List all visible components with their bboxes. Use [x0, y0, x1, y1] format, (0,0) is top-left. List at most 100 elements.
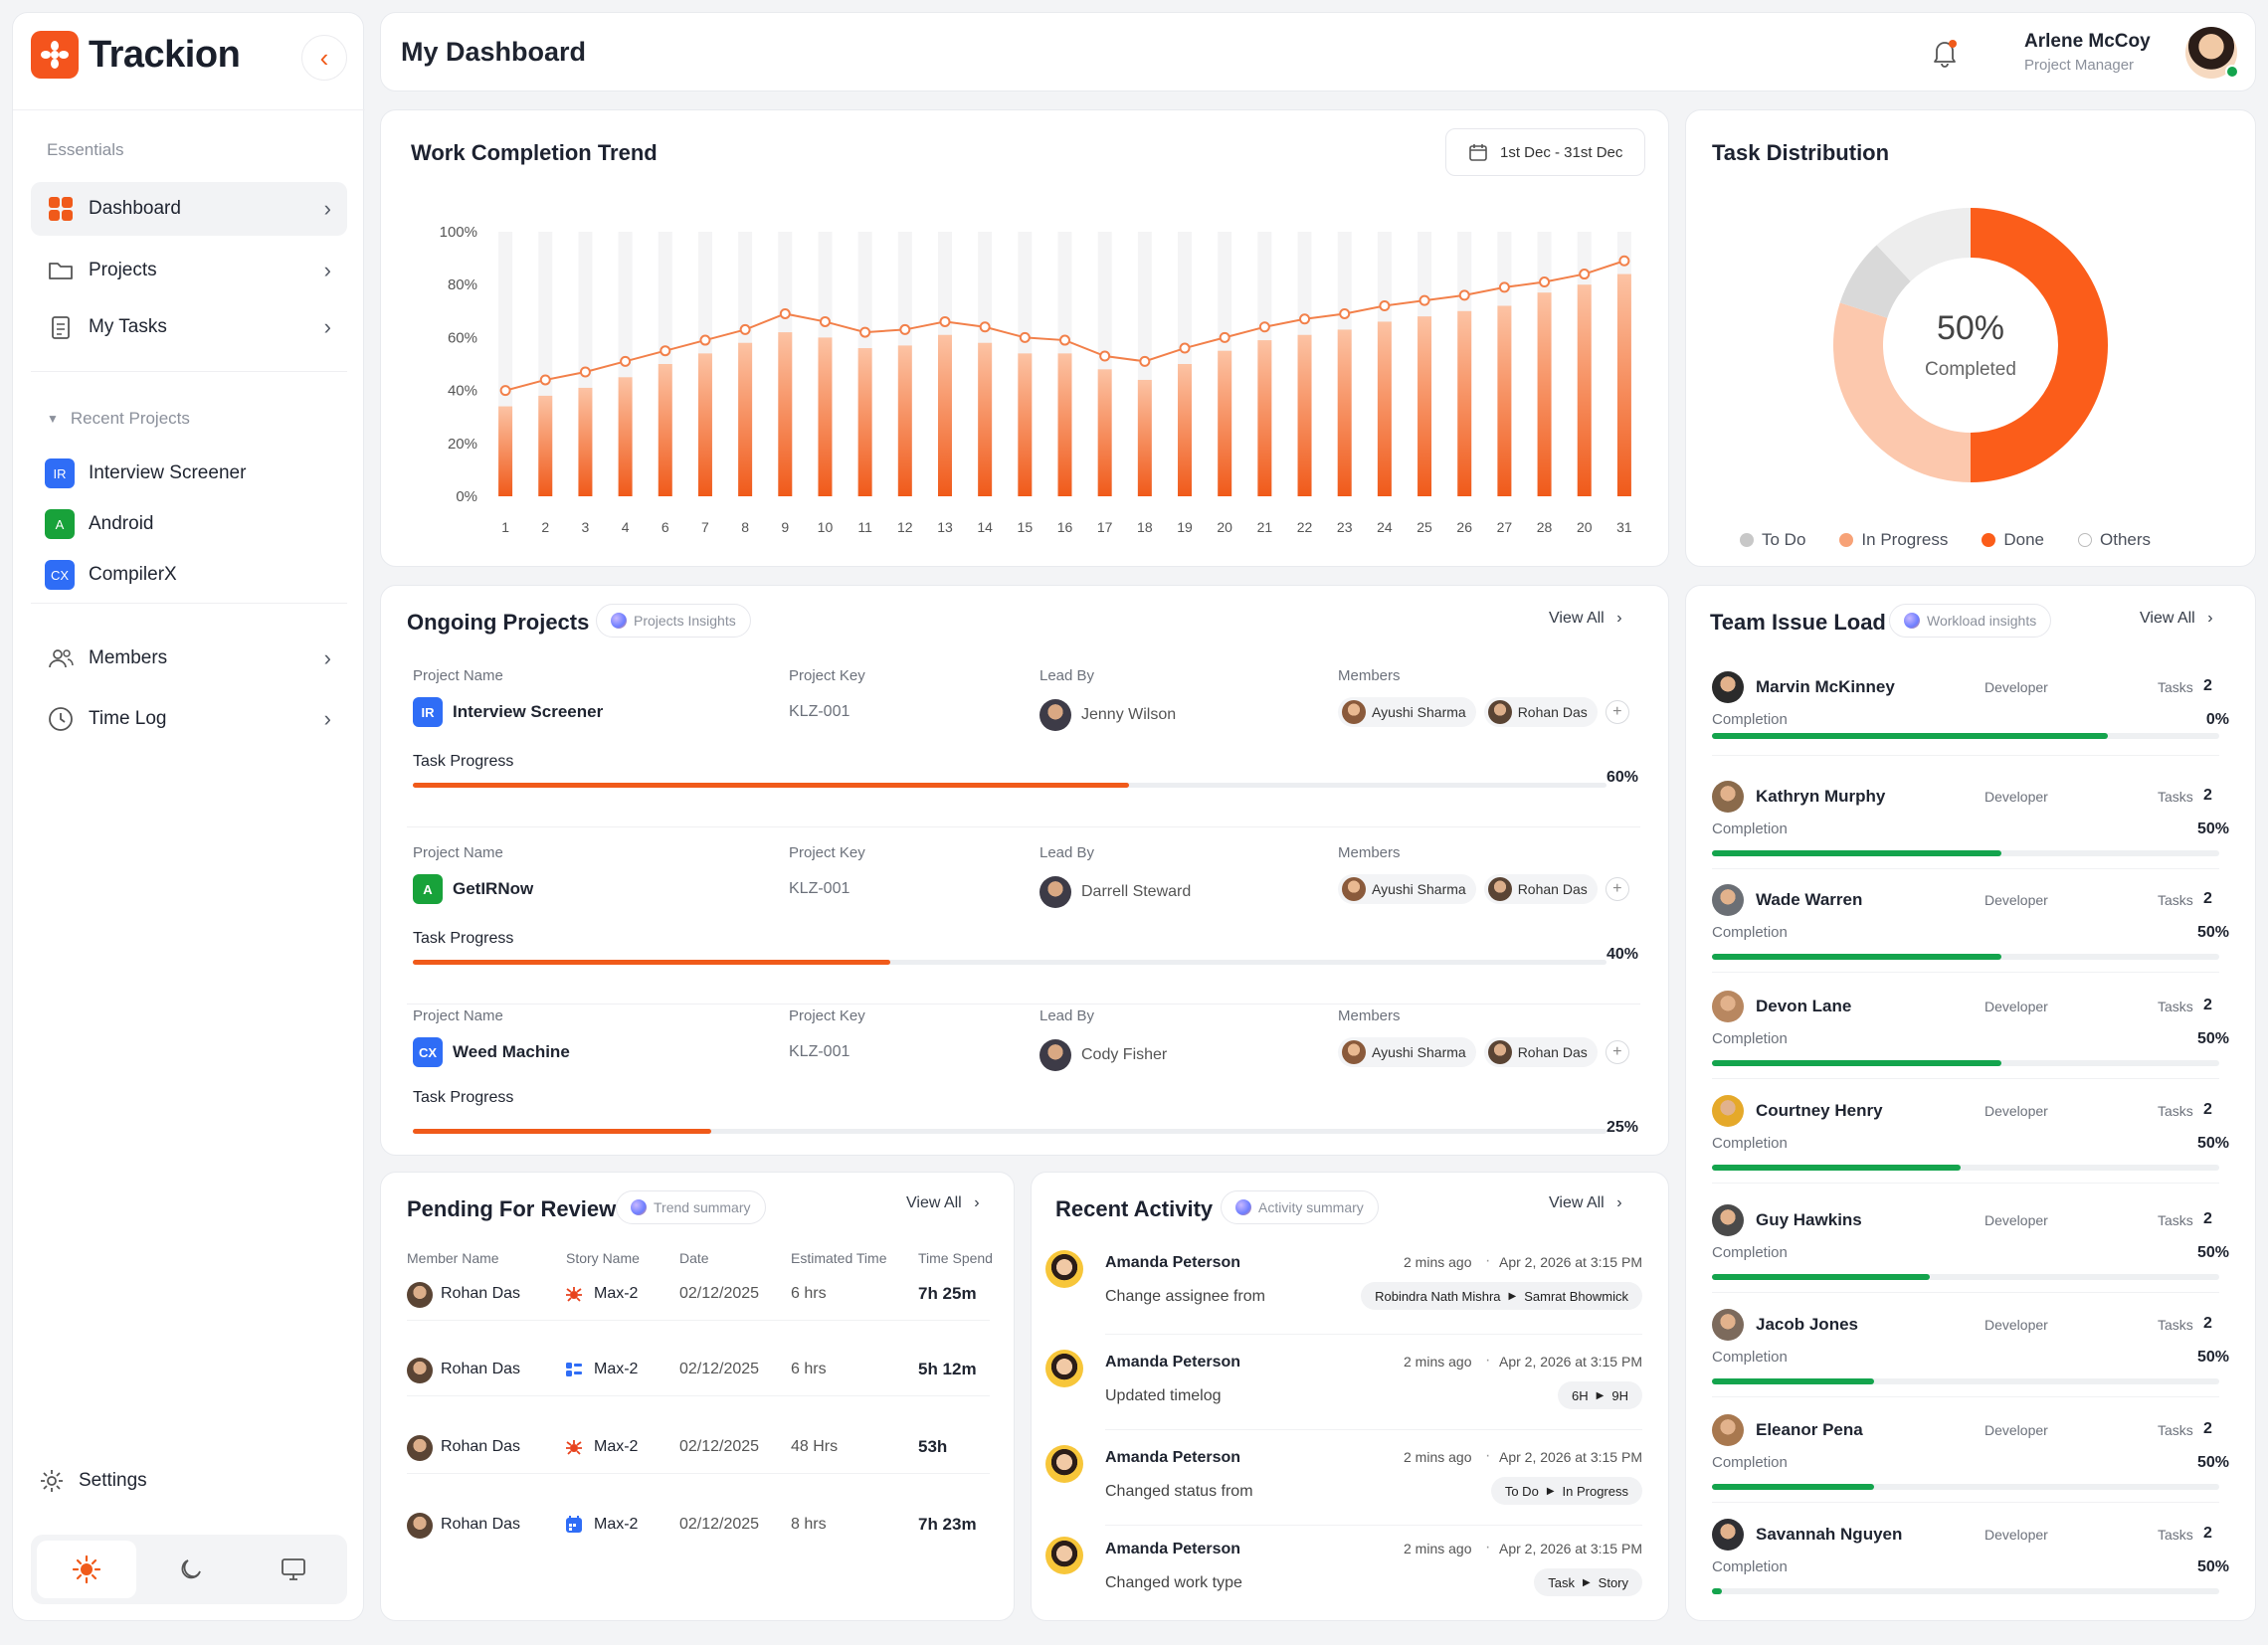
- legend-dot: [1740, 533, 1754, 547]
- team-member-row[interactable]: Marvin McKinney Developer Tasks 2 Comple…: [1686, 671, 2255, 761]
- settings-item[interactable]: Settings: [39, 1468, 147, 1494]
- recent-activity-card: Recent Activity Activity summary View Al…: [1031, 1172, 1669, 1621]
- recent-project-item[interactable]: CX CompilerX: [45, 560, 177, 590]
- activity-item[interactable]: Amanda Peterson 2 mins ago · Apr 2, 2026…: [1032, 1348, 1668, 1437]
- project-name[interactable]: IR Interview Screener: [413, 697, 603, 727]
- time-spent: 53h: [918, 1437, 948, 1456]
- sidebar-item-projects[interactable]: Projects ›: [31, 244, 347, 297]
- divider: [407, 1395, 990, 1396]
- x-tick-label: 2: [541, 519, 549, 535]
- view-all-link[interactable]: View All ›: [906, 1194, 980, 1212]
- sidebar-item-members[interactable]: Members ›: [31, 632, 347, 685]
- sparkle-icon: [631, 1199, 647, 1215]
- user-avatar[interactable]: [2185, 27, 2239, 79]
- view-all-link[interactable]: View All ›: [1549, 1194, 1622, 1212]
- activity-item[interactable]: Amanda Peterson 2 mins ago · Apr 2, 2026…: [1032, 1535, 1668, 1624]
- x-tick-label: 28: [1537, 519, 1553, 535]
- theme-dark-button[interactable]: [140, 1541, 240, 1598]
- team-member-row[interactable]: Jacob Jones Developer Tasks 2 Completion…: [1686, 1309, 2255, 1398]
- team-member-row[interactable]: Devon Lane Developer Tasks 2 Completion …: [1686, 991, 2255, 1080]
- view-all-link[interactable]: View All ›: [1549, 610, 1622, 628]
- avatar: [1045, 1445, 1083, 1483]
- workload-insights-chip[interactable]: Workload insights: [1889, 604, 2052, 638]
- completion-fill: [1712, 1484, 1875, 1490]
- sidebar-item-time-log[interactable]: Time Log ›: [31, 692, 347, 746]
- completion-bar: [1712, 954, 2219, 960]
- view-all-link[interactable]: View All ›: [2140, 610, 2213, 628]
- review-row[interactable]: Rohan Das Max-2 02/12/2025 6 hrs 7h 25m: [381, 1282, 1014, 1358]
- member-chip[interactable]: Ayushi Sharma: [1338, 874, 1476, 904]
- project-row[interactable]: Project Name Project Key Lead By Members…: [381, 1007, 1668, 1167]
- review-row[interactable]: Rohan Das Max-2 02/12/2025 48 Hrs 53h: [381, 1435, 1014, 1511]
- review-row[interactable]: Rohan Das Max-2 02/12/2025 6 hrs 5h 12m: [381, 1358, 1014, 1433]
- team-member-row[interactable]: Courtney Henry Developer Tasks 2 Complet…: [1686, 1095, 2255, 1185]
- moon-icon: [181, 1559, 201, 1579]
- project-name[interactable]: A GetIRNow: [413, 874, 533, 904]
- column-header: Estimated Time: [791, 1250, 887, 1266]
- activity-item[interactable]: Amanda Peterson 2 mins ago · Apr 2, 2026…: [1032, 1443, 1668, 1533]
- chevron-right-icon: ›: [323, 258, 331, 282]
- trend-point: [739, 323, 751, 335]
- logo[interactable]: Trackion: [31, 31, 241, 79]
- theme-switcher: [31, 1535, 347, 1604]
- member-chip[interactable]: Rohan Das: [1483, 1037, 1598, 1067]
- sidebar-item-label: Projects: [89, 260, 157, 280]
- notifications-button[interactable]: [1927, 35, 1963, 71]
- trend-point: [859, 326, 871, 338]
- column-label: Lead By: [1040, 667, 1095, 684]
- add-member-button[interactable]: +: [1605, 700, 1629, 724]
- member-name: Ayushi Sharma: [1372, 704, 1466, 720]
- date-range-picker[interactable]: 1st Dec - 31st Dec: [1445, 128, 1646, 176]
- theme-light-button[interactable]: [37, 1541, 136, 1598]
- story-name: Max-2: [594, 1285, 639, 1302]
- avatar: [1487, 877, 1512, 901]
- member-name: Rohan Das: [441, 1438, 521, 1455]
- project-name[interactable]: CX Weed Machine: [413, 1037, 570, 1067]
- team-member-row[interactable]: Wade Warren Developer Tasks 2 Completion…: [1686, 884, 2255, 974]
- x-tick-label: 1: [501, 519, 509, 535]
- project-badge: A: [45, 509, 75, 539]
- tasks-count: 2: [2203, 1210, 2212, 1227]
- change-from: Task: [1548, 1574, 1575, 1590]
- team-member-row[interactable]: Eleanor Pena Developer Tasks 2 Completio…: [1686, 1414, 2255, 1504]
- list-icon: [564, 1360, 584, 1384]
- recent-project-item[interactable]: IR Interview Screener: [45, 458, 246, 488]
- add-member-button[interactable]: +: [1605, 877, 1629, 901]
- theme-system-button[interactable]: [244, 1541, 343, 1598]
- activity-item[interactable]: Amanda Peterson 2 mins ago · Apr 2, 2026…: [1032, 1248, 1668, 1338]
- column-label: Project Name: [413, 844, 503, 861]
- team-member-row[interactable]: Savannah Nguyen Developer Tasks 2 Comple…: [1686, 1519, 2255, 1608]
- column-label: Project Key: [789, 667, 865, 684]
- user-name[interactable]: Arlene McCoy: [2024, 31, 2151, 52]
- member-chip[interactable]: Ayushi Sharma: [1338, 697, 1476, 727]
- bar: [738, 342, 753, 496]
- recent-projects-toggle[interactable]: ▼ Recent Projects: [47, 409, 190, 429]
- project-row[interactable]: Project Name Project Key Lead By Members…: [381, 844, 1668, 1005]
- change-from: To Do: [1504, 1483, 1539, 1499]
- collapse-sidebar-button[interactable]: ‹: [301, 35, 347, 81]
- add-member-button[interactable]: +: [1605, 1040, 1629, 1064]
- pending-review-card: Pending For Review Trend summary View Al…: [380, 1172, 1015, 1621]
- sidebar-item-dashboard[interactable]: Dashboard ›: [31, 182, 347, 236]
- change-pill: Robindra Nath Mishra ▶ Samrat Bhowmick: [1361, 1282, 1642, 1310]
- team-member-row[interactable]: Kathryn Murphy Developer Tasks 2 Complet…: [1686, 781, 2255, 870]
- bug-icon: [564, 1284, 584, 1309]
- member-chip[interactable]: Rohan Das: [1483, 874, 1598, 904]
- recent-project-item[interactable]: A Android: [45, 509, 154, 539]
- member-chip[interactable]: Ayushi Sharma: [1338, 1037, 1476, 1067]
- member-chip[interactable]: Rohan Das: [1483, 697, 1598, 727]
- chevron-right-icon: ›: [323, 314, 331, 339]
- projects-insights-chip[interactable]: Projects Insights: [596, 604, 751, 638]
- avatar: [1045, 1350, 1083, 1387]
- sparkle-icon: [1904, 613, 1920, 629]
- sidebar-item-my-tasks[interactable]: My Tasks ›: [31, 300, 347, 354]
- bar: [1097, 369, 1112, 496]
- completion-bar: [1712, 850, 2219, 856]
- activity-summary-chip[interactable]: Activity summary: [1221, 1190, 1379, 1224]
- review-row[interactable]: Rohan Das Max-2 02/12/2025 8 hrs 7h 23m: [381, 1513, 1014, 1588]
- project-row[interactable]: Project Name Project Key Lead By Members…: [381, 667, 1668, 827]
- ongoing-projects-card: Ongoing Projects Projects Insights View …: [380, 585, 1669, 1156]
- trend-summary-chip[interactable]: Trend summary: [616, 1190, 766, 1224]
- team-member-row[interactable]: Guy Hawkins Developer Tasks 2 Completion…: [1686, 1204, 2255, 1294]
- member-name: Eleanor Pena: [1756, 1420, 1863, 1439]
